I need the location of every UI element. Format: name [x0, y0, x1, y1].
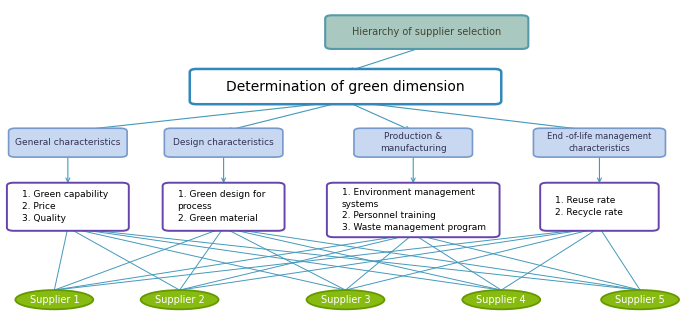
FancyBboxPatch shape	[540, 183, 659, 231]
Text: 1. Environment management
systems
2. Personnel training
3. Waste management prog: 1. Environment management systems 2. Per…	[342, 188, 486, 232]
Text: Production &
manufacturing: Production & manufacturing	[380, 132, 446, 153]
Text: General characteristics: General characteristics	[15, 138, 120, 147]
Text: Supplier 4: Supplier 4	[476, 295, 526, 305]
Text: Hierarchy of supplier selection: Hierarchy of supplier selection	[352, 27, 502, 37]
Text: Supplier 3: Supplier 3	[321, 295, 370, 305]
FancyBboxPatch shape	[354, 128, 473, 157]
Text: 1. Green design for
process
2. Green material: 1. Green design for process 2. Green mat…	[178, 190, 265, 223]
FancyBboxPatch shape	[325, 15, 529, 49]
Ellipse shape	[601, 290, 679, 309]
Text: End -of-life management
characteristics: End -of-life management characteristics	[547, 132, 652, 153]
FancyBboxPatch shape	[8, 128, 127, 157]
Text: 1. Reuse rate
2. Recycle rate: 1. Reuse rate 2. Recycle rate	[555, 196, 623, 217]
Text: Supplier 5: Supplier 5	[615, 295, 665, 305]
Ellipse shape	[462, 290, 540, 309]
FancyBboxPatch shape	[190, 69, 501, 104]
FancyBboxPatch shape	[162, 183, 285, 231]
FancyBboxPatch shape	[533, 128, 665, 157]
FancyBboxPatch shape	[164, 128, 283, 157]
Text: Supplier 2: Supplier 2	[155, 295, 205, 305]
FancyBboxPatch shape	[327, 183, 500, 237]
Ellipse shape	[141, 290, 218, 309]
Ellipse shape	[307, 290, 384, 309]
FancyBboxPatch shape	[7, 183, 129, 231]
Text: 1. Green capability
2. Price
3. Quality: 1. Green capability 2. Price 3. Quality	[22, 190, 108, 223]
Text: Determination of green dimension: Determination of green dimension	[226, 79, 465, 94]
Text: Design characteristics: Design characteristics	[173, 138, 274, 147]
Ellipse shape	[15, 290, 93, 309]
Text: Supplier 1: Supplier 1	[30, 295, 79, 305]
